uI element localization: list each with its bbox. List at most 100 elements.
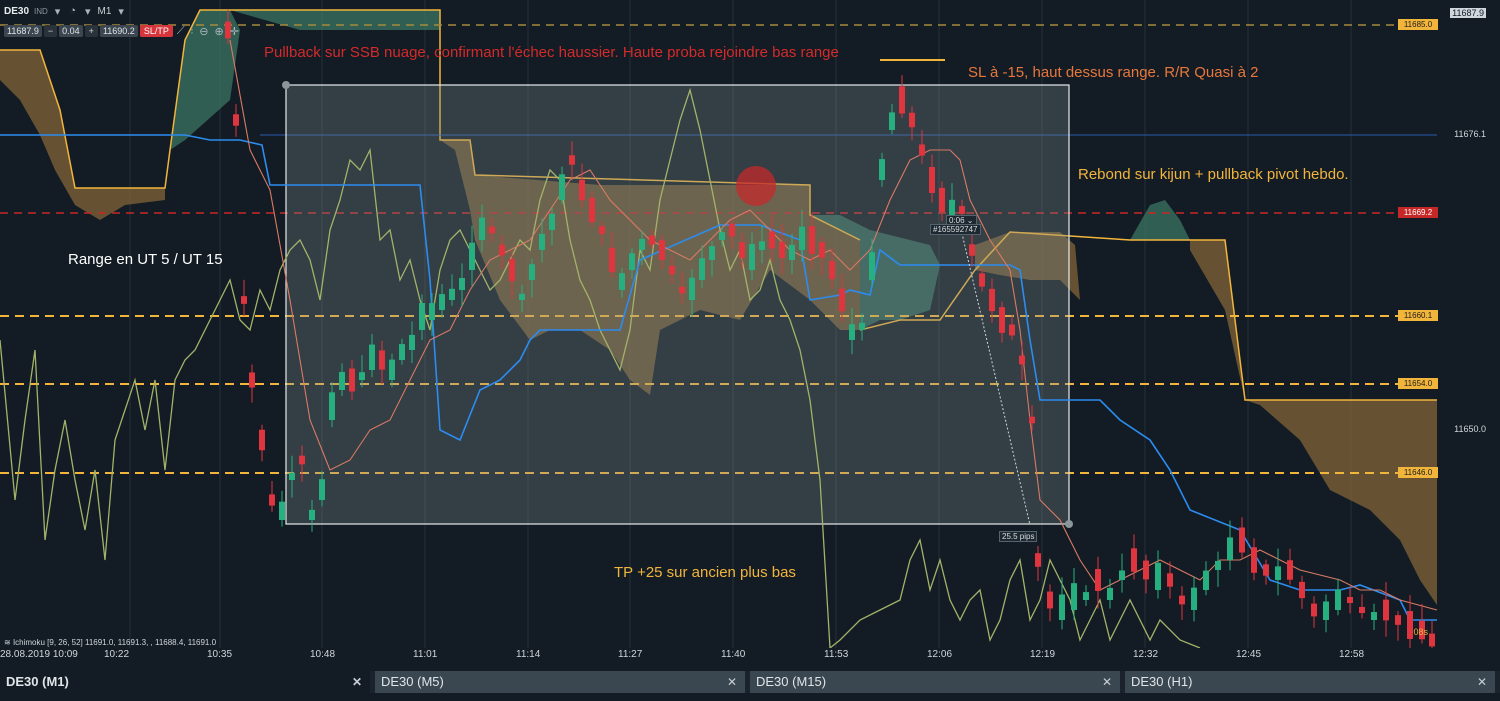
time-label: 10:35: [207, 649, 233, 660]
level-tag: 11654.0: [1398, 378, 1438, 389]
tab-label: DE30 (M15): [756, 674, 827, 689]
chevron-down-icon[interactable]: ▾: [84, 5, 91, 18]
candle-body: [1251, 547, 1257, 573]
annotation-stop-loss: SL à -15, haut dessus range. R/R Quasi à…: [968, 64, 1259, 81]
order-panel: 11687.9 − 0.04 + 11690.2 SL/TP ⟋ ⫶ ⊖ ⊕ ✛: [4, 24, 241, 38]
drawing-tool-icon[interactable]: ⟋: [176, 24, 185, 37]
indicators-icon[interactable]: ⫶: [190, 24, 194, 37]
candle-body: [1203, 570, 1209, 590]
candle-body: [779, 241, 785, 259]
candle-body: [349, 368, 355, 392]
time-label: 11:27: [618, 649, 643, 660]
symbol-label[interactable]: DE30: [4, 5, 30, 17]
bid-price[interactable]: 11687.9: [4, 25, 42, 37]
candle-body: [1263, 564, 1269, 576]
pips-label: 25.5 pips: [999, 531, 1038, 542]
candle-body: [619, 273, 625, 290]
chevron-down-icon[interactable]: ▾: [118, 5, 124, 18]
volume-input[interactable]: 0.04: [59, 25, 83, 37]
candle-body: [589, 197, 595, 223]
candle-body: [489, 226, 495, 234]
time-label: 12:58: [1339, 649, 1365, 660]
time-label: 11:01: [413, 649, 438, 660]
candle-body: [469, 242, 475, 270]
chart-type-icon[interactable]: ◔: [69, 5, 76, 17]
candle-body: [839, 288, 845, 312]
candle-body: [1335, 589, 1341, 610]
position-id[interactable]: #165592747: [930, 224, 981, 235]
candle-body: [1347, 596, 1353, 604]
candle-body: [999, 307, 1005, 333]
crosshair-icon[interactable]: ✛: [229, 25, 239, 38]
candle-body: [769, 231, 775, 249]
volume-increase-button[interactable]: +: [84, 25, 98, 37]
candle-body: [1009, 324, 1015, 336]
ask-price[interactable]: 11690.2: [99, 25, 138, 37]
close-icon[interactable]: ✕: [726, 675, 737, 689]
candle-body: [1019, 355, 1025, 365]
candle-body: [549, 213, 555, 230]
level-tag: 11660.1: [1398, 310, 1438, 321]
candle-body: [1311, 603, 1317, 617]
annotation-rebound: Rebond sur kijun + pullback pivot hebdo.: [1078, 166, 1349, 183]
candle-body: [749, 244, 755, 270]
candle-body: [659, 240, 665, 260]
candle-body: [1419, 620, 1425, 640]
candle-body: [269, 494, 275, 506]
tab-label: DE30 (H1): [1131, 674, 1193, 689]
time-label: 12:19: [1030, 649, 1056, 660]
candle-body: [819, 242, 825, 258]
close-icon[interactable]: ✕: [351, 675, 362, 689]
zoom-in-icon[interactable]: ⊕: [214, 25, 224, 38]
tab-de30-m15[interactable]: DE30 (M15) ✕: [750, 671, 1120, 693]
time-label: 11:14: [516, 649, 541, 660]
time-axis: 28.08.2019 10:09 10:22 10:35 10:48 11:01…: [0, 648, 1440, 662]
sltp-button[interactable]: SL/TP: [139, 25, 173, 37]
candle-timer: 08s: [1413, 627, 1428, 637]
time-label: 10:48: [310, 649, 336, 660]
candle-body: [859, 322, 865, 330]
candle-body: [729, 223, 735, 237]
annotation-take-profit: TP +25 sur ancien plus bas: [614, 564, 796, 581]
candle-body: [789, 244, 795, 260]
zoom-out-icon[interactable]: ⊖: [199, 25, 209, 38]
range-box[interactable]: [285, 84, 1070, 525]
tab-de30-m1[interactable]: DE30 (M1) ✕: [0, 671, 370, 693]
timeframe-label[interactable]: M1: [97, 5, 112, 17]
candle-body: [559, 174, 565, 200]
candle-body: [579, 179, 585, 201]
tab-de30-h1[interactable]: DE30 (H1) ✕: [1125, 671, 1495, 693]
candle-body: [679, 286, 685, 294]
chart-area[interactable]: DE30 IND ▾ ◔ ▾ M1 ▾ 11687.9 − 0.04 + 116…: [0, 0, 1500, 648]
indicator-legend[interactable]: ≋ Ichimoku [9, 26, 52] 11691.0, 11691.3,…: [4, 638, 217, 647]
candle-body: [449, 288, 455, 300]
tab-de30-m5[interactable]: DE30 (M5) ✕: [375, 671, 745, 693]
price-label: 11650.0: [1454, 424, 1486, 434]
candle-body: [1047, 591, 1053, 609]
candle-body: [319, 479, 325, 500]
candle-body: [519, 293, 525, 300]
candle-body: [1239, 527, 1245, 553]
candle-body: [929, 167, 935, 193]
candle-body: [369, 344, 375, 370]
volume-decrease-button[interactable]: −: [43, 25, 58, 37]
level-tag: 11669.2: [1398, 207, 1438, 218]
candle-body: [499, 244, 505, 256]
candle-body: [649, 235, 655, 245]
candle-body: [1095, 569, 1101, 591]
price-chart[interactable]: [0, 0, 1500, 648]
candle-body: [225, 21, 231, 39]
price-label: 11676.1: [1454, 129, 1486, 139]
candle-body: [439, 294, 445, 310]
candle-body: [389, 359, 395, 380]
close-icon[interactable]: ✕: [1101, 675, 1112, 689]
candlesticks: [225, 9, 1435, 648]
candle-body: [1371, 612, 1377, 620]
candle-body: [1131, 548, 1137, 572]
close-icon[interactable]: ✕: [1476, 675, 1487, 689]
candle-body: [569, 155, 575, 165]
candle-body: [709, 246, 715, 260]
candle-body: [1215, 560, 1221, 570]
chevron-down-icon[interactable]: ▾: [54, 5, 61, 18]
candle-body: [879, 159, 885, 180]
